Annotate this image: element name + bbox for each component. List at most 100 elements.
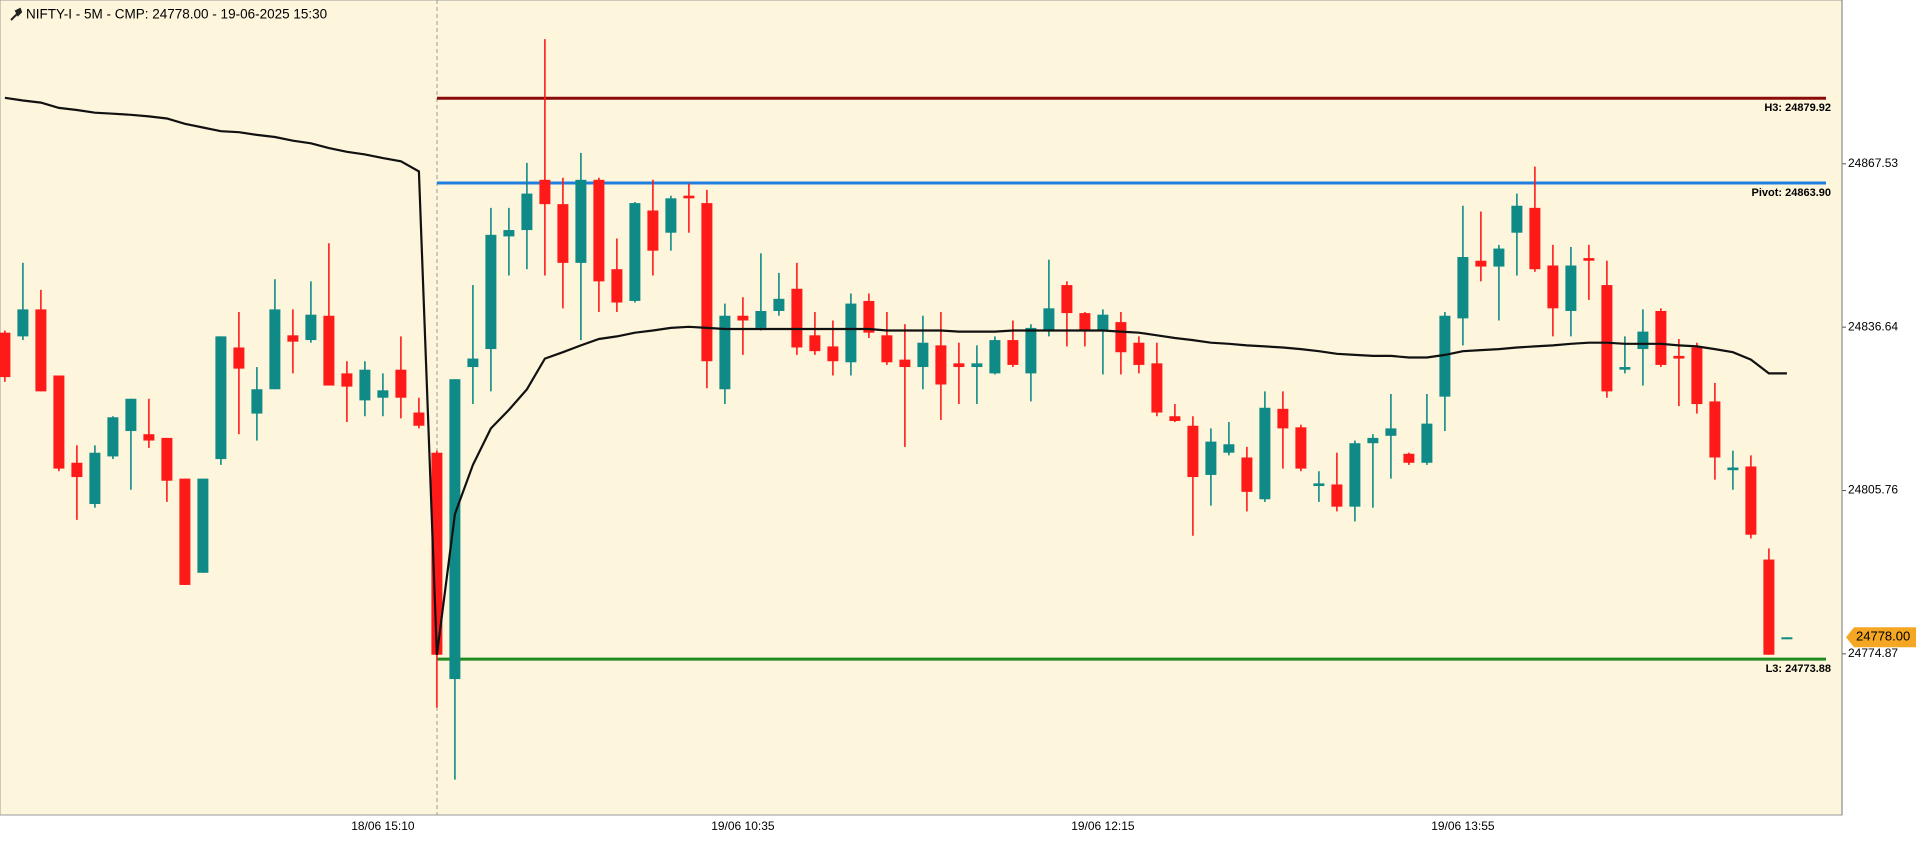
candle-body (1511, 205, 1523, 233)
candle-body (125, 398, 137, 432)
candle-body (485, 234, 497, 350)
candle-body (359, 369, 371, 401)
candle-body (1475, 260, 1487, 267)
candle-body (629, 203, 641, 301)
x-tick-label: 19/06 13:55 (1431, 819, 1495, 833)
candle-body (845, 303, 857, 363)
candle-body (1259, 407, 1271, 500)
candle-body (1295, 427, 1307, 469)
candle-body (1745, 466, 1757, 535)
candle-body (323, 315, 335, 386)
candle-body (395, 369, 407, 398)
candle-body (593, 179, 605, 282)
candle-body (0, 332, 11, 378)
candle-body (71, 462, 83, 478)
y-tick-label: 24774.87 (1848, 646, 1898, 660)
candle-body (1043, 308, 1055, 331)
candle-body (1655, 310, 1667, 365)
x-tick-label: 18/06 15:10 (351, 819, 415, 833)
candle-body (467, 358, 479, 368)
candle-body (1223, 444, 1235, 453)
candle-body (503, 230, 515, 237)
candle-body (683, 195, 695, 199)
candle-body (161, 437, 173, 481)
candle-body (413, 412, 425, 426)
candle-body (431, 452, 443, 655)
candle-body (575, 179, 587, 263)
candle-body (1403, 453, 1415, 463)
chart-title: NIFTY-I - 5M - CMP: 24778.00 - 19-06-202… (26, 7, 327, 22)
candle-body (719, 315, 731, 390)
price-tag (1846, 627, 1916, 648)
candle-body (1205, 441, 1217, 475)
candle-body (269, 309, 281, 390)
candle-body (755, 310, 767, 328)
candle-body (449, 379, 461, 680)
title-icon (10, 7, 23, 21)
price-tag-label: 24778.00 (1856, 629, 1910, 644)
candle-body (539, 179, 551, 205)
candle-body (1619, 367, 1631, 370)
candle-body (1133, 342, 1145, 365)
candle-body (521, 193, 533, 231)
x-tick-label: 19/06 12:15 (1071, 819, 1135, 833)
candle-body (557, 204, 569, 263)
candle-body (1583, 258, 1595, 261)
candle-body (881, 335, 893, 363)
candle-body (1781, 637, 1793, 640)
candle-body (1115, 322, 1127, 353)
candle-body (935, 345, 947, 385)
candle-body (1025, 327, 1037, 374)
candle-body (1709, 401, 1721, 458)
candle-body (1079, 313, 1091, 331)
plot-area (0, 0, 1843, 816)
level-label: Pivot: 24863.90 (1752, 187, 1832, 199)
candle-body (953, 363, 965, 368)
candle-body (1241, 457, 1253, 492)
candle-body (215, 336, 227, 460)
candle-body (611, 269, 623, 303)
candle-body (773, 298, 785, 311)
candle-body (1277, 408, 1289, 429)
candle-body (1457, 257, 1469, 319)
candle-body (1637, 331, 1649, 350)
candle-body (827, 346, 839, 362)
candle-body (899, 359, 911, 368)
candle-body (1385, 428, 1397, 436)
candle-body (377, 390, 389, 398)
y-tick-label: 24836.64 (1848, 319, 1898, 333)
x-tick-label: 19/06 10:35 (711, 819, 775, 833)
candle-body (1727, 467, 1739, 471)
candle-body (1349, 443, 1361, 507)
candle-body (143, 434, 155, 441)
candle-body (737, 315, 749, 321)
candle-body (233, 347, 245, 369)
candle-body (1493, 248, 1505, 267)
candle-body (665, 198, 677, 233)
candle-body (1367, 437, 1379, 444)
candle-body (1421, 423, 1433, 463)
candle-body (1547, 265, 1559, 309)
candle-body (287, 335, 299, 342)
candle-body (1007, 340, 1019, 365)
overlay-line (4, 96, 1787, 655)
candle-body (251, 389, 263, 414)
candle-body (1313, 483, 1325, 487)
candle-body (1061, 285, 1073, 314)
candle-body (647, 210, 659, 251)
candle-body (1601, 285, 1613, 392)
candle-body (1691, 347, 1703, 405)
candle-body (1763, 559, 1775, 655)
candle-body (1187, 425, 1199, 478)
candle-body (17, 309, 29, 337)
candle-body (35, 309, 47, 392)
candle-body (341, 373, 353, 387)
candle-body (989, 340, 1001, 374)
candle-body (89, 452, 101, 505)
candle-body (1097, 314, 1109, 331)
candle-body (1169, 416, 1181, 421)
candle-body (791, 288, 803, 348)
level-label: H3: 24879.92 (1764, 102, 1831, 114)
